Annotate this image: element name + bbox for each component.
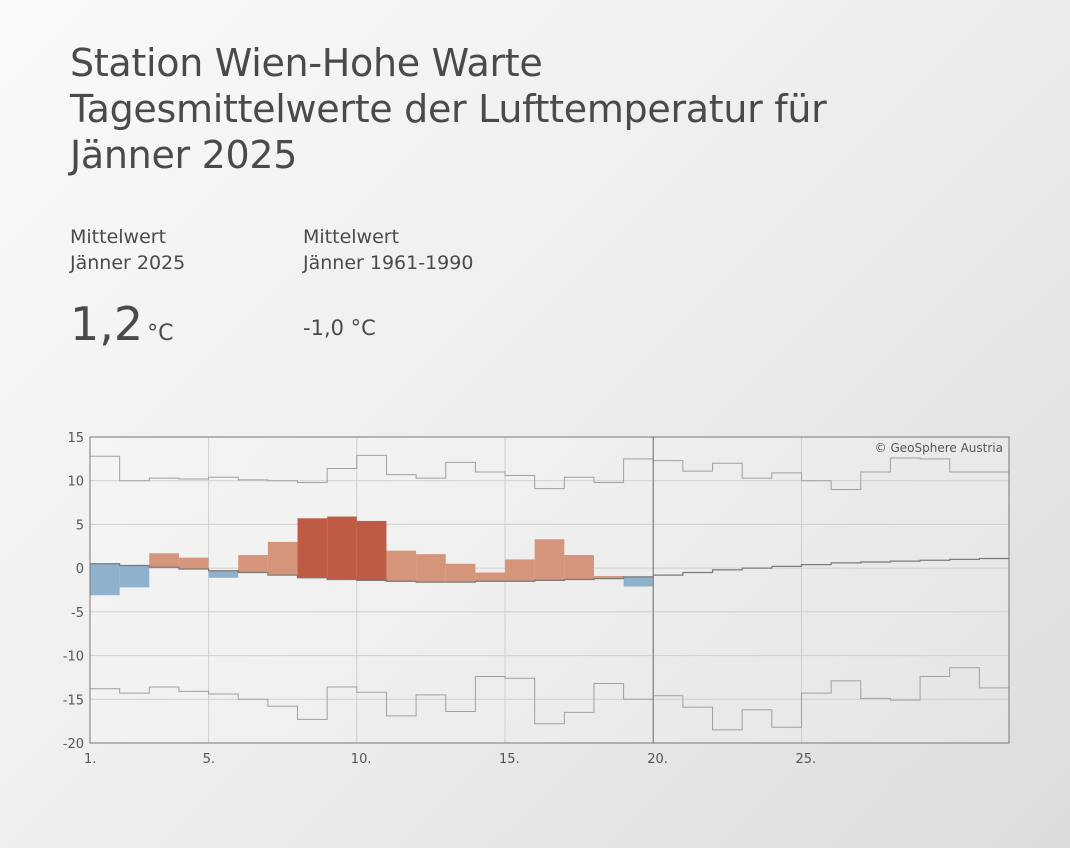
title-line-station: Station Wien-Hohe Warte (70, 41, 543, 85)
bar-day-5 (208, 570, 239, 578)
stat-current-number: 1,2 (70, 297, 144, 351)
stat-normal-label-1: Mittelwert (303, 226, 400, 248)
bar-day-19 (623, 576, 654, 587)
bar-day-4 (178, 557, 209, 570)
bar-day-16 (534, 539, 565, 581)
bar-day-17 (564, 555, 594, 580)
y-axis-ticks: 15 10 5 0 -5 -10 -15 -20 (63, 431, 84, 752)
x-tick-label: 1. (84, 752, 96, 767)
stat-normal-label-2: Jänner 1961-1990 (303, 252, 474, 274)
bar-day-1 (90, 563, 120, 596)
x-tick-label: 10. (351, 752, 372, 767)
y-tick-label: -10 (63, 650, 84, 665)
plot-frame (89, 436, 1010, 744)
bar-day-14 (475, 572, 506, 582)
bar-day-2 (119, 565, 150, 588)
plot-area (90, 437, 1009, 743)
bar-day-11 (386, 550, 417, 582)
stat-current-label-2: Jänner 2025 (70, 252, 186, 274)
copyright-note: © GeoSphere Austria (875, 441, 1003, 455)
y-tick-label: -5 (71, 606, 84, 621)
stat-normal-value: -1,0 °C (303, 316, 376, 340)
page-title: Station Wien-Hohe Warte Tagesmittelwerte… (70, 40, 827, 178)
x-tick-label: 5. (203, 752, 215, 767)
y-tick-label: 5 (76, 518, 84, 533)
title-line-metric: Tagesmittelwerte der Lufttemperatur für (70, 87, 827, 131)
bar-day-3 (149, 553, 179, 568)
title-line-period: Jänner 2025 (70, 133, 298, 177)
x-axis-ticks: 1. 5. 10. 15. 20. 25. (84, 752, 816, 767)
y-tick-label: 0 (76, 562, 84, 577)
normal-line (90, 557, 1009, 583)
bar-day-9 (327, 516, 357, 580)
bar-day-15 (505, 559, 535, 582)
x-tick-label: 25. (795, 752, 816, 767)
min-envelope-line (90, 667, 1009, 731)
y-tick-label: -15 (63, 693, 84, 708)
bar-day-10 (356, 520, 387, 581)
stat-current-month: Mittelwert Jänner 2025 (70, 224, 185, 276)
bar-day-6 (238, 555, 268, 573)
stat-current-label-1: Mittelwert (70, 226, 167, 248)
daily-mean-bars (90, 516, 654, 596)
bar-day-13 (445, 563, 476, 583)
bar-day-12 (416, 554, 446, 583)
stat-current-value: 1,2 °C (70, 296, 174, 362)
y-tick-label: 10 (67, 475, 84, 490)
x-tick-label: 20. (647, 752, 668, 767)
stat-normal-period: Mittelwert Jänner 1961-1990 (303, 224, 473, 276)
stat-current-unit: °C (147, 321, 174, 346)
bar-day-8 (297, 518, 328, 578)
y-tick-label: -20 (63, 737, 84, 752)
x-tick-label: 15. (499, 752, 520, 767)
bar-day-18 (593, 576, 624, 579)
y-tick-label: 15 (67, 431, 84, 446)
max-envelope-line (90, 454, 1009, 490)
bar-day-7 (267, 541, 298, 576)
